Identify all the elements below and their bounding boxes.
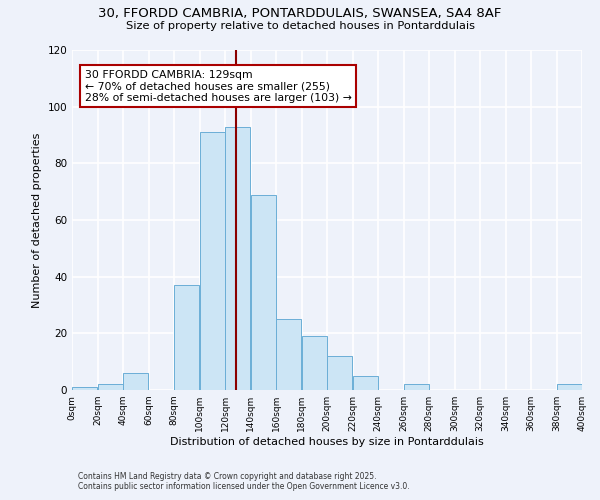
Bar [404,384,428,390]
Text: Contains HM Land Registry data © Crown copyright and database right 2025.
Contai: Contains HM Land Registry data © Crown c… [78,472,410,491]
Bar [73,387,97,390]
Text: Size of property relative to detached houses in Pontarddulais: Size of property relative to detached ho… [125,21,475,31]
Bar [98,384,122,390]
Bar [328,356,352,390]
Bar [175,285,199,390]
Bar [251,194,275,390]
Text: 30, FFORDD CAMBRIA, PONTARDDULAIS, SWANSEA, SA4 8AF: 30, FFORDD CAMBRIA, PONTARDDULAIS, SWANS… [98,8,502,20]
Text: 30 FFORDD CAMBRIA: 129sqm
← 70% of detached houses are smaller (255)
28% of semi: 30 FFORDD CAMBRIA: 129sqm ← 70% of detac… [85,70,352,103]
X-axis label: Distribution of detached houses by size in Pontarddulais: Distribution of detached houses by size … [170,437,484,447]
Bar [200,132,224,390]
Y-axis label: Number of detached properties: Number of detached properties [32,132,42,308]
Bar [226,126,250,390]
Bar [277,319,301,390]
Bar [124,373,148,390]
Bar [302,336,326,390]
Bar [557,384,581,390]
Bar [353,376,377,390]
